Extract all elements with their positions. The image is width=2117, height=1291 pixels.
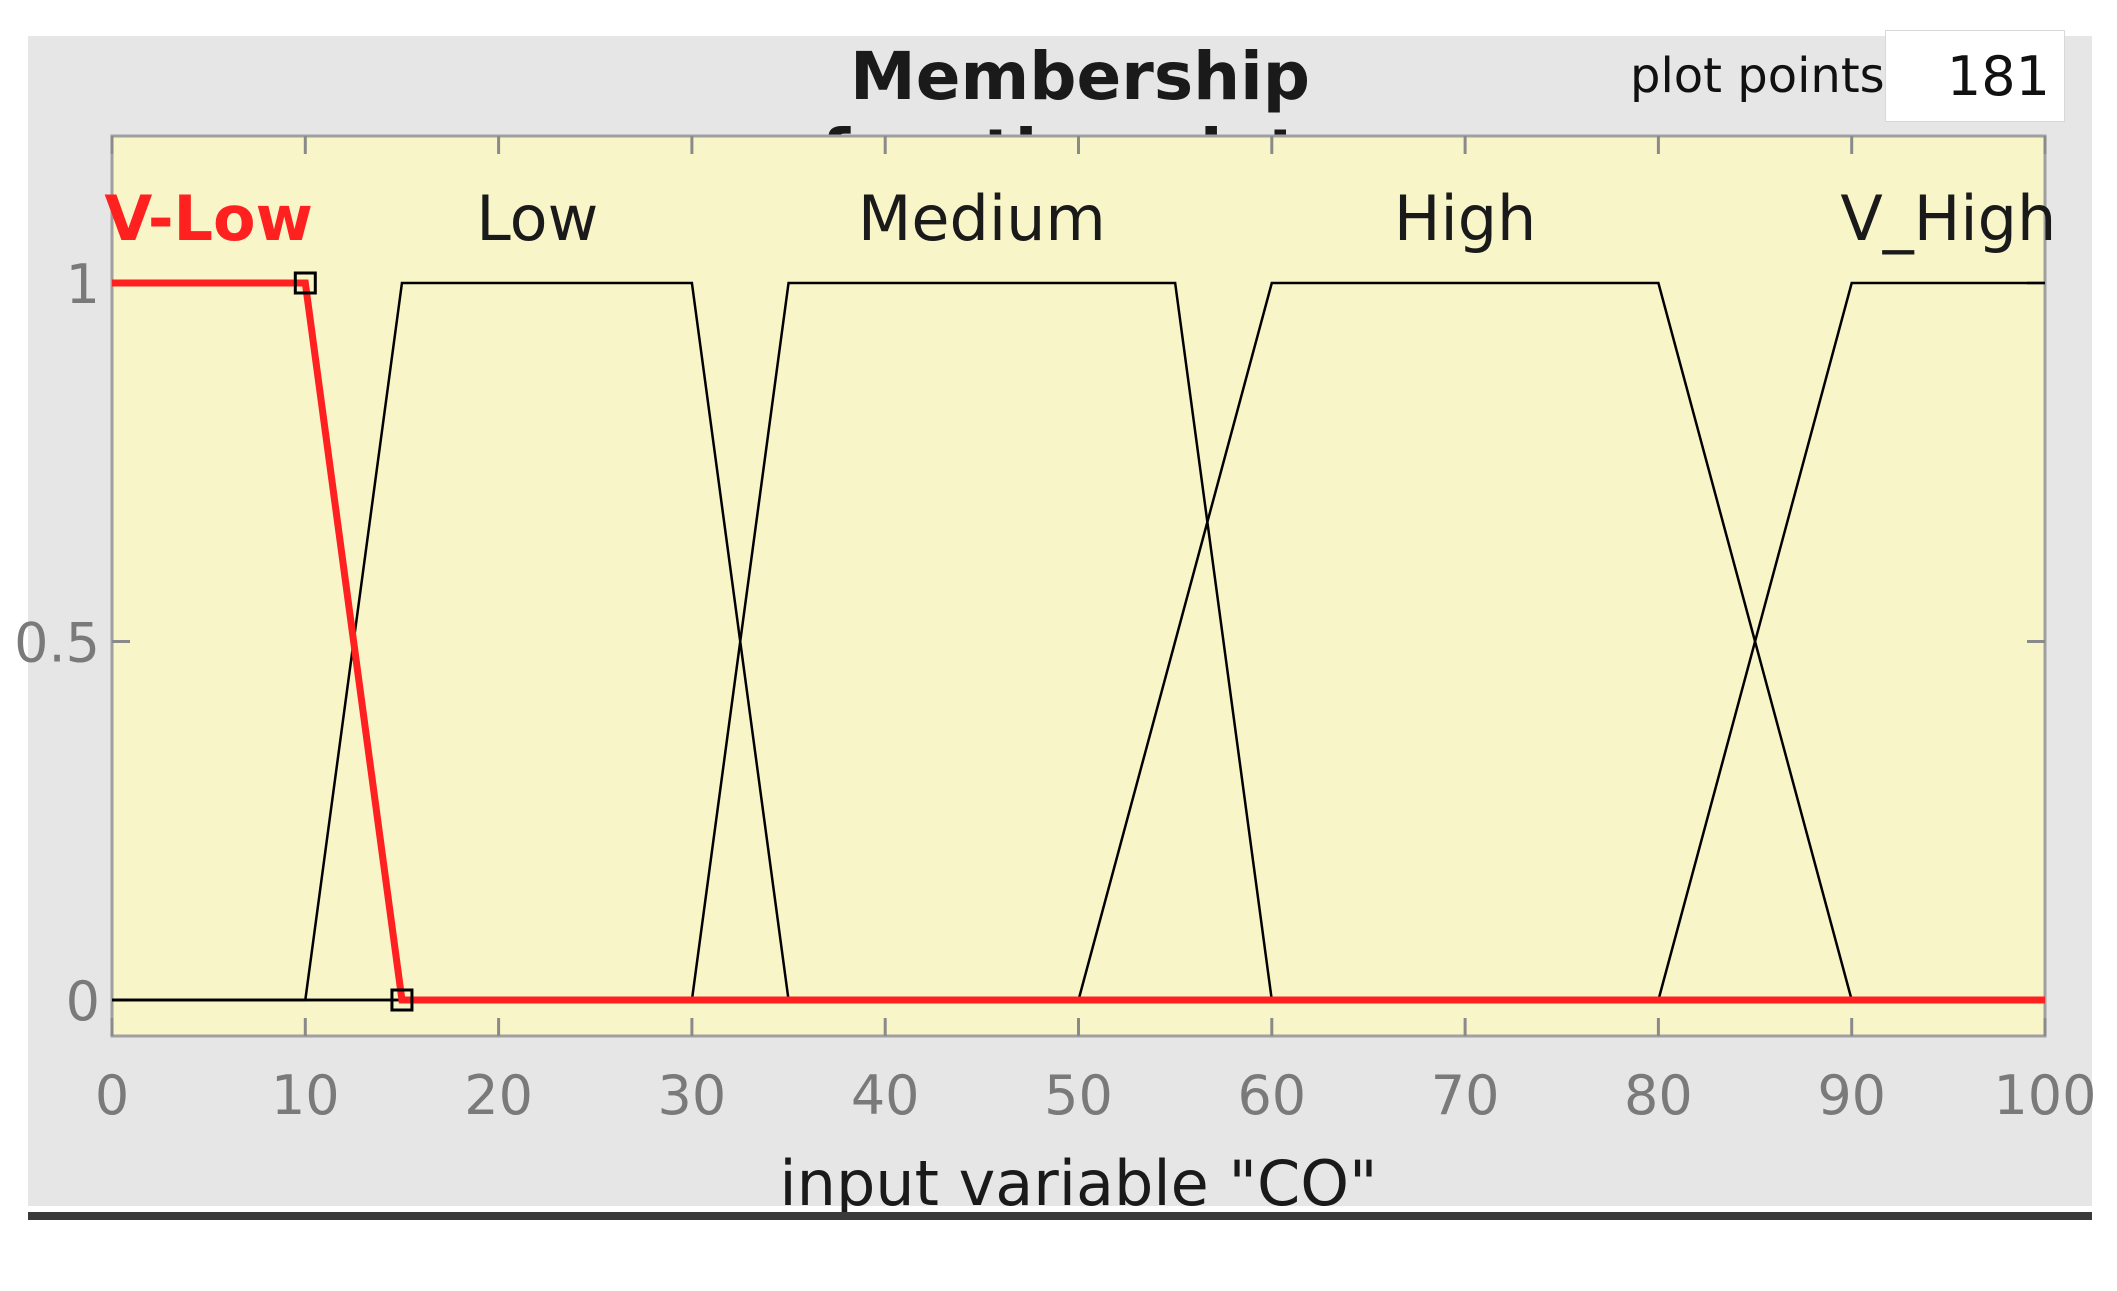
x-tick-label: 30 [658,1064,727,1127]
x-tick-label: 90 [1817,1064,1886,1127]
x-tick-label: 100 [1993,1064,2096,1127]
y-tick-label: 1 [66,253,100,316]
plot-area [110,134,2047,1038]
x-axis-label: input variable "CO" [779,1147,1377,1220]
bottom-divider [28,1212,2092,1220]
x-tick-label: 10 [271,1064,340,1127]
mf-handle [390,988,414,1012]
plot-points-input[interactable] [1885,30,2065,122]
mf-label-v-low: V-Low [104,182,313,255]
plot-points-label: plot points: [1630,48,1901,104]
mf-label-low: Low [476,182,598,255]
mf-line-v-low [112,279,2045,1004]
x-tick-label: 50 [1044,1064,1113,1127]
y-tick-label: 0.5 [14,612,100,675]
x-tick-label: 80 [1624,1064,1693,1127]
x-tick-label: 0 [95,1064,129,1127]
mf-handle [293,271,317,295]
mf-label-high: High [1394,182,1537,255]
x-tick-label: 40 [851,1064,920,1127]
mf-label-v-high: V_High [1840,182,2056,255]
x-tick-label: 70 [1431,1064,1500,1127]
mf-label-medium: Medium [858,182,1106,255]
x-tick-label: 60 [1237,1064,1306,1127]
x-tick-label: 20 [464,1064,533,1127]
y-tick-label: 0 [66,970,100,1033]
